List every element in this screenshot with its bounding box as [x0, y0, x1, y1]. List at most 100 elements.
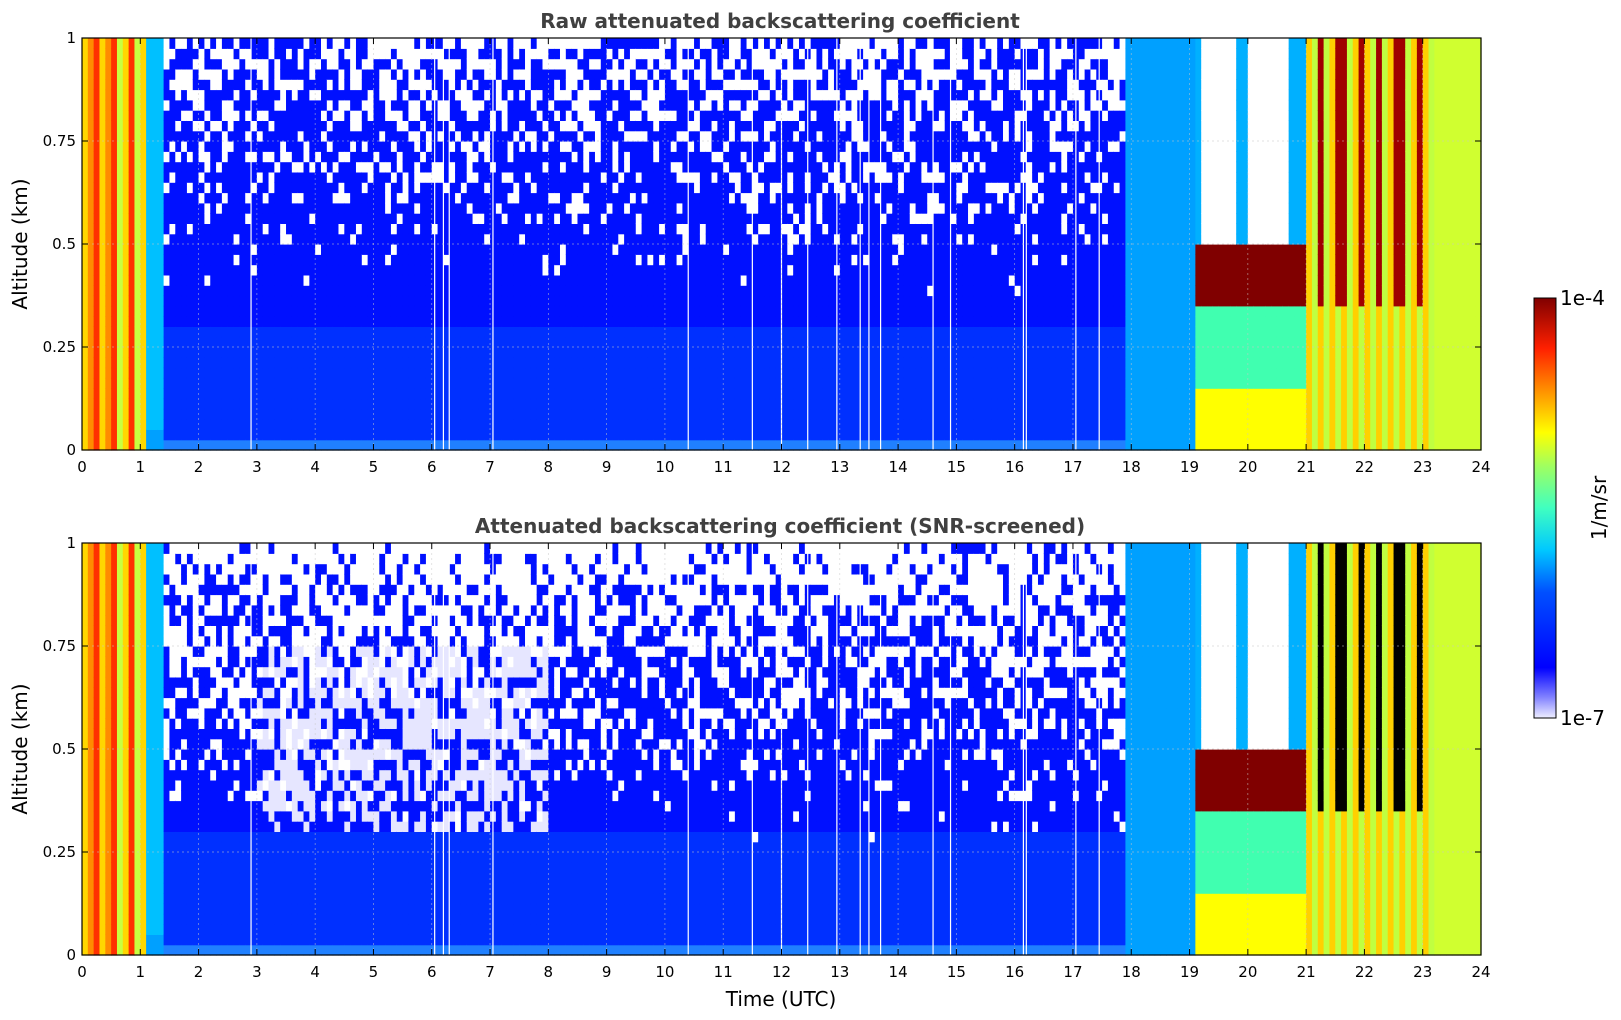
heatmap-cell	[548, 213, 555, 224]
heatmap-cell	[635, 99, 643, 111]
heatmap-cell	[437, 223, 445, 235]
heatmap-cell	[297, 316, 305, 327]
heatmap-cell	[332, 130, 340, 142]
heatmap-cell	[676, 79, 683, 91]
heatmap-cell	[402, 110, 410, 121]
heatmap-cell	[571, 316, 579, 327]
heatmap-cell	[734, 48, 742, 60]
heatmap-cell	[571, 141, 579, 152]
heatmap-cell	[425, 48, 433, 60]
heatmap-cell	[525, 274, 532, 286]
heatmap-cell	[390, 182, 398, 194]
heatmap-cell	[752, 357, 759, 369]
heatmap-cell	[676, 130, 683, 142]
heatmap-cell	[519, 120, 526, 132]
heatmap-cell	[350, 130, 357, 142]
heatmap-cell	[781, 233, 788, 245]
heatmap-cell	[793, 408, 800, 420]
heatmap-cell	[682, 336, 689, 348]
heatmap-cell	[606, 89, 614, 101]
heatmap-cell	[554, 439, 561, 451]
heatmap-cell	[664, 295, 672, 307]
heatmap-cell	[775, 305, 783, 317]
top-panel: Raw attenuated backscattering coefficien…	[8, 9, 1491, 476]
heatmap-cell	[309, 182, 316, 194]
heatmap-cell	[169, 285, 176, 297]
heatmap-cell	[192, 151, 200, 163]
heatmap-cell	[740, 388, 748, 400]
heatmap-cell	[460, 192, 468, 204]
heatmap-cell	[192, 316, 200, 327]
heatmap-cell	[233, 182, 240, 194]
heatmap-cell	[87, 141, 95, 152]
heatmap-cell	[122, 357, 130, 369]
heatmap-cell	[455, 192, 462, 204]
heatmap-cell	[99, 254, 106, 266]
heatmap-cell	[793, 305, 800, 317]
heatmap-cell	[746, 161, 753, 173]
heatmap-cell	[437, 171, 445, 183]
heatmap-cell	[764, 171, 771, 183]
heatmap-cell	[82, 336, 89, 348]
heatmap-cell	[682, 408, 689, 420]
heatmap-cell	[752, 151, 759, 163]
heatmap-cell	[682, 58, 689, 70]
heatmap-cell	[443, 367, 450, 379]
heatmap-cell	[612, 48, 619, 60]
heatmap-cell	[146, 223, 153, 235]
heatmap-cell	[705, 274, 713, 286]
heatmap-cell	[740, 429, 748, 441]
heatmap-cell	[204, 48, 211, 60]
heatmap-cell	[793, 274, 800, 286]
heatmap-cell	[367, 120, 375, 132]
heatmap-cell	[204, 223, 211, 235]
heatmap-cell	[606, 408, 614, 420]
heatmap-cell	[793, 79, 800, 91]
heatmap-cell	[594, 295, 602, 307]
heatmap-cell	[798, 295, 806, 307]
heatmap-cell	[577, 38, 584, 49]
heatmap-cell	[536, 58, 544, 70]
heatmap-cell	[659, 305, 666, 317]
heatmap-cell	[688, 408, 695, 420]
heatmap-cell	[262, 233, 270, 245]
heatmap-cell	[484, 192, 491, 204]
heatmap-cell	[670, 429, 678, 441]
heatmap-cell	[629, 295, 637, 307]
heatmap-cell	[105, 429, 112, 441]
heatmap-cell	[787, 244, 794, 255]
heatmap-cell	[303, 120, 310, 132]
heatmap-cell	[128, 254, 136, 266]
heatmap-cell	[717, 213, 724, 224]
heatmap-cell	[116, 264, 124, 276]
heatmap-cell	[758, 171, 765, 183]
heatmap-cell	[151, 274, 159, 286]
heatmap-cell	[676, 68, 683, 80]
heatmap-cell	[274, 151, 281, 163]
heatmap-cell	[268, 161, 275, 173]
heatmap-cell	[740, 336, 748, 348]
heatmap-cell	[600, 285, 608, 297]
heatmap-cell	[157, 202, 165, 214]
heatmap-cell	[705, 58, 713, 70]
heatmap-cell	[746, 419, 753, 430]
heatmap-cell	[420, 141, 427, 152]
heatmap-cell	[221, 202, 229, 214]
heatmap-cell	[775, 141, 783, 152]
heatmap-cell	[577, 347, 584, 358]
heatmap-cell	[501, 48, 509, 60]
heatmap-cell	[286, 213, 293, 224]
heatmap-cell	[245, 38, 252, 49]
heatmap-cell	[670, 274, 678, 286]
heatmap-cell	[134, 213, 141, 224]
heatmap-cell	[478, 48, 485, 60]
heatmap-cell	[781, 130, 788, 142]
heatmap-cell	[501, 367, 509, 379]
heatmap-cell	[367, 89, 375, 101]
heatmap-cell	[303, 388, 310, 400]
heatmap-cell	[740, 151, 748, 163]
heatmap-cell	[105, 110, 112, 121]
heatmap-cell	[134, 367, 141, 379]
heatmap-cell	[251, 357, 258, 369]
heatmap-cell	[734, 161, 742, 173]
